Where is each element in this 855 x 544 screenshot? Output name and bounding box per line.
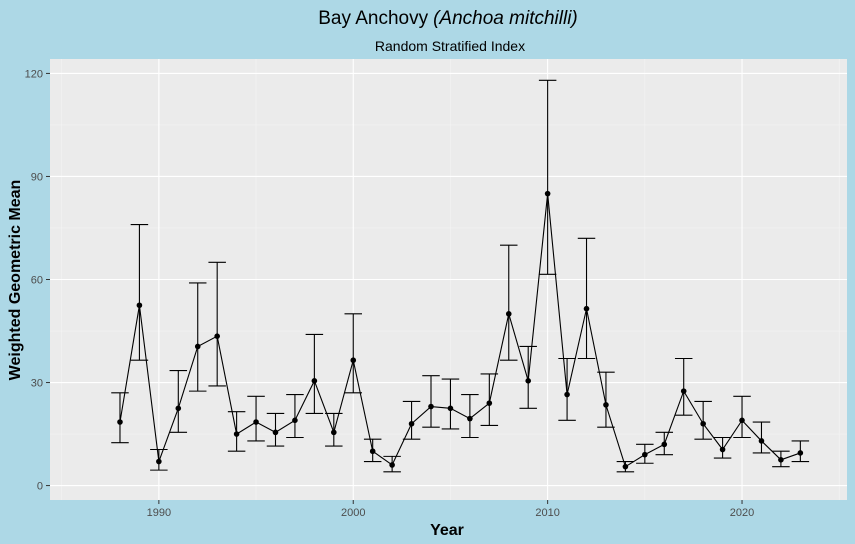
data-point (739, 417, 745, 424)
data-point (156, 458, 162, 465)
x-tick-label: 2000 (341, 507, 365, 519)
x-tick-label: 1990 (147, 507, 171, 519)
data-point (292, 417, 298, 424)
data-point (214, 333, 220, 339)
data-point (175, 405, 182, 412)
data-point (272, 429, 279, 436)
data-point (369, 448, 376, 455)
data-point (583, 305, 590, 312)
y-tick-label: 120 (25, 68, 43, 80)
data-point (233, 431, 240, 437)
x-tick-label: 2020 (730, 507, 754, 519)
error-bar (733, 395, 751, 439)
data-points (117, 190, 804, 470)
data-point (778, 457, 784, 463)
data-point (311, 378, 318, 384)
chart-title-species: (Anchoa mitchilli) (433, 8, 578, 29)
error-bar (286, 394, 304, 439)
data-point (253, 419, 259, 425)
data-point (680, 388, 687, 394)
x-axis-title: Year (430, 522, 464, 539)
error-bar (500, 244, 518, 361)
y-tick-label: 90 (31, 171, 43, 183)
error-bar (111, 392, 129, 444)
data-point (408, 420, 415, 427)
data-point (719, 446, 726, 453)
error-bar (422, 375, 440, 428)
data-point (331, 429, 337, 436)
data-point (700, 420, 706, 427)
data-point (661, 441, 668, 448)
chart-title-main: Bay Anchovy (318, 8, 428, 29)
error-bar (169, 369, 188, 433)
data-point (797, 450, 804, 456)
error-bar (538, 79, 557, 275)
data-point (486, 400, 493, 406)
error-bar (344, 313, 362, 394)
data-point (194, 343, 201, 350)
data-point (622, 463, 629, 470)
grid-minor (50, 59, 847, 500)
error-bar (188, 282, 207, 392)
error-bar (130, 223, 149, 361)
error-bar (674, 357, 693, 416)
data-point (117, 419, 123, 425)
error-bar (247, 395, 265, 442)
data-point (136, 302, 143, 309)
x-axis: 1990 2000 2010 2020 (147, 500, 754, 519)
data-point (467, 415, 473, 422)
data-point (389, 462, 395, 468)
data-point (603, 402, 609, 408)
y-tick-label: 30 (31, 378, 43, 390)
chart-title: Bay Anchovy (Anchoa mitchilli) (318, 8, 578, 29)
chart-subtitle: Random Stratified Index (375, 38, 525, 54)
y-tick-label: 60 (31, 275, 43, 287)
series-line (119, 193, 801, 468)
x-tick-label: 2010 (535, 507, 559, 519)
error-bar (752, 421, 771, 454)
error-bar (402, 400, 421, 440)
data-point (544, 190, 551, 197)
error-bar (441, 378, 460, 430)
data-point (447, 405, 454, 412)
data-point (564, 391, 570, 398)
data-point (525, 378, 531, 384)
error-bar (208, 261, 226, 387)
y-axis-title: Weighted Geometric Mean (7, 180, 24, 381)
data-point (350, 357, 357, 364)
data-point (505, 311, 512, 317)
error-bar (694, 400, 712, 440)
data-point (758, 438, 765, 444)
y-tick-label: 0 (37, 481, 43, 493)
data-point (642, 451, 648, 458)
error-bar (597, 371, 615, 428)
error-bar (305, 333, 324, 414)
y-axis: 0 30 60 90 120 (25, 68, 50, 493)
error-bar (577, 237, 596, 360)
grid-major (50, 59, 847, 500)
error-bars (111, 79, 810, 473)
data-point (428, 403, 434, 410)
